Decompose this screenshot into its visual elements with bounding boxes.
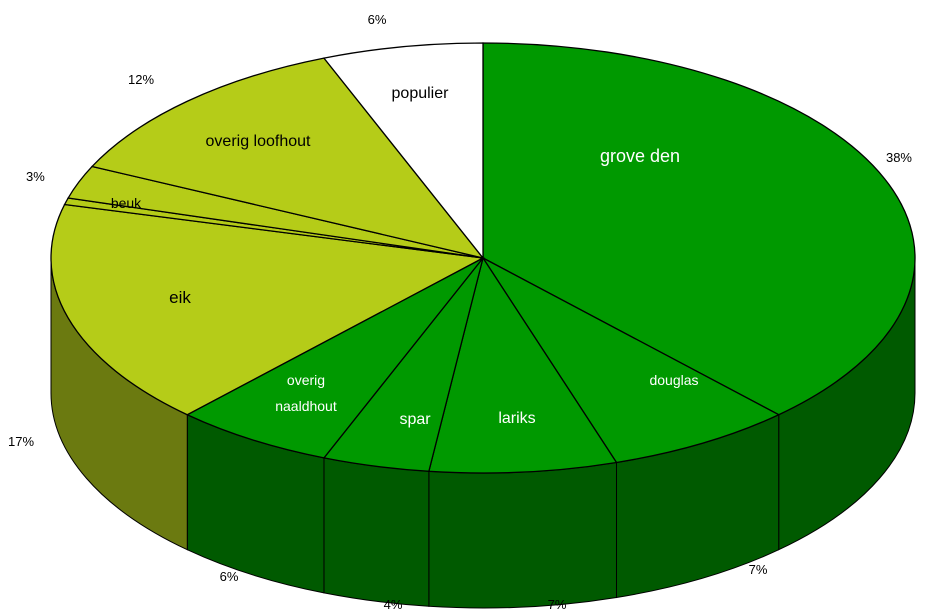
percent-label-eik-5: 17% — [8, 434, 34, 449]
percent-label-lariks-2: 7% — [548, 597, 567, 612]
slice-label-beuk-6: beuk — [111, 195, 142, 211]
slice-label-spar-3: spar — [399, 411, 431, 428]
pie-side-walls — [50, 257, 916, 609]
slice-populier-9 — [322, 42, 484, 260]
slice-overig-loofhout-8 — [90, 57, 485, 260]
slice-label-eik-5: eik — [169, 288, 191, 307]
slice-labels: grove den douglas lariks spar overig naaldhou… — [111, 85, 699, 428]
slice-grove-den-0 — [482, 42, 916, 416]
slice-eik-5 — [50, 203, 486, 416]
percent-label-spar-3: 4% — [384, 597, 403, 612]
percent-label-overig-loofhout-8: 12% — [128, 72, 154, 87]
percent-label-grove-den-0: 38% — [886, 150, 912, 165]
percent-label-populier-9: 6% — [368, 12, 387, 27]
pie-top-slices — [50, 42, 916, 474]
slice-label-douglas-1: douglas — [649, 372, 698, 388]
slice-lariks-2 — [428, 256, 618, 474]
side-wall-spar-3 — [323, 457, 430, 607]
percent-label-douglas-1: 7% — [749, 562, 768, 577]
slice-label-overig-loofhout-8: overig loofhout — [206, 133, 312, 150]
slice-overig-naaldhout-4 — [185, 257, 484, 459]
percent-label-slice-7: 3% — [26, 169, 45, 184]
slice-label-overig-naaldhout-4: overig naaldhout — [275, 372, 337, 414]
slice-label-populier-9: populier — [392, 85, 450, 102]
side-wall-lariks-2 — [428, 461, 617, 609]
slice-label-grove-den-0: grove den — [600, 146, 680, 166]
slice-douglas-1 — [482, 257, 781, 464]
slice-label-lariks-2: lariks — [498, 410, 535, 427]
percent-labels: 38% 7% 7% 4% 6% 17% 3% 12% 6% — [8, 12, 912, 612]
percent-label-overig-naaldhout-4: 6% — [220, 569, 239, 584]
